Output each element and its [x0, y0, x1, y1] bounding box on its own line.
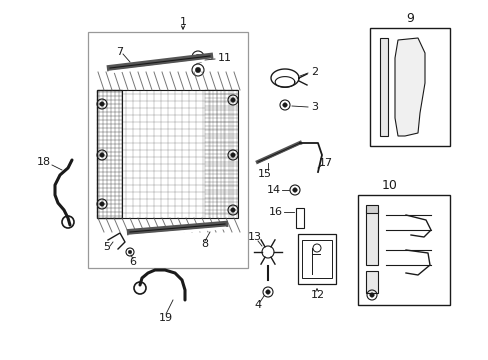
- Circle shape: [369, 293, 373, 297]
- Bar: [97, 90, 122, 218]
- Text: 7: 7: [116, 47, 123, 57]
- Circle shape: [195, 67, 200, 73]
- Text: 3: 3: [311, 102, 318, 112]
- Text: 6: 6: [129, 257, 136, 267]
- Circle shape: [230, 208, 235, 212]
- Text: 12: 12: [310, 290, 325, 300]
- Text: 14: 14: [266, 185, 281, 195]
- Text: 15: 15: [258, 169, 271, 179]
- Circle shape: [230, 153, 235, 157]
- Text: 2: 2: [311, 67, 318, 77]
- Bar: [122, 90, 238, 218]
- Text: 1: 1: [179, 17, 186, 27]
- Bar: [365, 205, 377, 213]
- Circle shape: [100, 202, 104, 206]
- Bar: [365, 271, 377, 293]
- Text: 4: 4: [254, 300, 261, 310]
- Circle shape: [128, 250, 132, 254]
- Circle shape: [100, 102, 104, 106]
- Circle shape: [100, 153, 104, 157]
- Text: 18: 18: [37, 157, 51, 167]
- Bar: [88, 32, 247, 268]
- Text: 17: 17: [318, 158, 332, 168]
- Bar: [365, 210, 377, 265]
- Bar: [357, 195, 449, 305]
- Circle shape: [230, 98, 235, 102]
- Circle shape: [292, 188, 297, 192]
- Bar: [369, 28, 449, 146]
- Bar: [297, 234, 335, 284]
- Text: 11: 11: [218, 53, 231, 63]
- Circle shape: [265, 290, 270, 294]
- Text: 19: 19: [159, 313, 173, 323]
- Bar: [295, 208, 304, 228]
- Text: 5: 5: [103, 242, 110, 252]
- Polygon shape: [394, 38, 424, 136]
- Circle shape: [195, 54, 200, 60]
- Bar: [302, 240, 331, 278]
- Bar: [379, 38, 387, 136]
- Text: 13: 13: [247, 232, 262, 242]
- Circle shape: [282, 103, 286, 107]
- Text: 10: 10: [381, 179, 397, 192]
- Text: 8: 8: [201, 239, 208, 249]
- Text: 9: 9: [405, 12, 413, 24]
- Text: 16: 16: [268, 207, 283, 217]
